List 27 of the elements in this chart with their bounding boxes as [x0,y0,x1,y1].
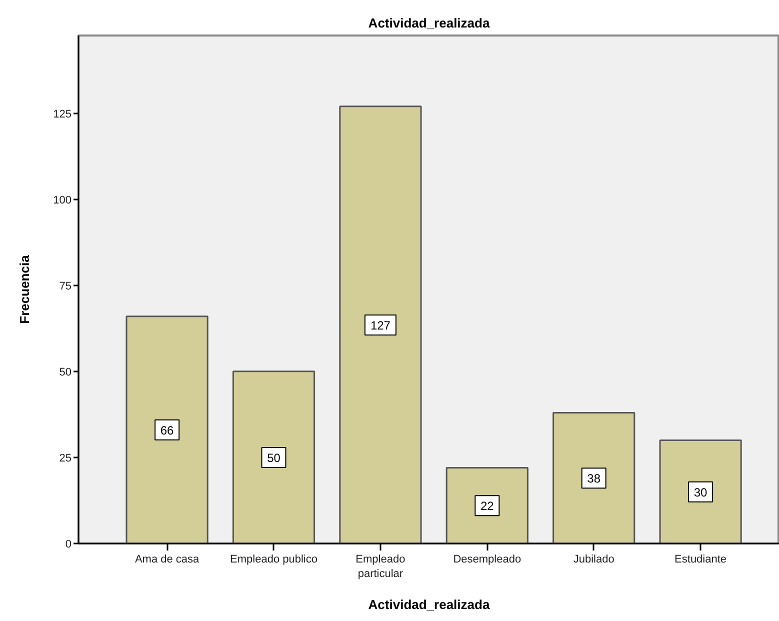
bar [446,467,528,544]
y-tick-label: 75 [59,280,72,292]
bar [232,370,316,544]
bar [659,440,742,544]
bar [126,316,208,544]
data-label: 66 [160,423,174,438]
data-label: 50 [267,450,281,465]
bar [339,106,422,544]
x-tick-label: Empleado particular [356,554,406,580]
y-tick-label: 125 [53,108,72,120]
x-tick-label: Ama de casa [134,554,200,566]
x-axis-title: Actividad_realizada [368,596,490,612]
y-tick-label: 0 [65,538,72,550]
data-label: 127 [370,318,391,332]
chart-title: Actividad_realizada [368,16,490,30]
y-tick-label: 50 [59,366,72,378]
y-tick-label: 100 [53,194,72,206]
x-tick-label: Empleado publico [230,554,318,566]
y-tick-label: 25 [59,452,72,464]
y-axis-title: Frecuencia [17,254,32,324]
bar [552,412,636,544]
x-tick-label: Jubilado [573,554,614,566]
data-label: 22 [480,499,494,514]
x-tick-label: Estudiante [674,554,727,566]
data-label: 30 [694,485,708,500]
x-tick-label: Desempleado [453,554,522,566]
data-label: 38 [587,472,601,486]
